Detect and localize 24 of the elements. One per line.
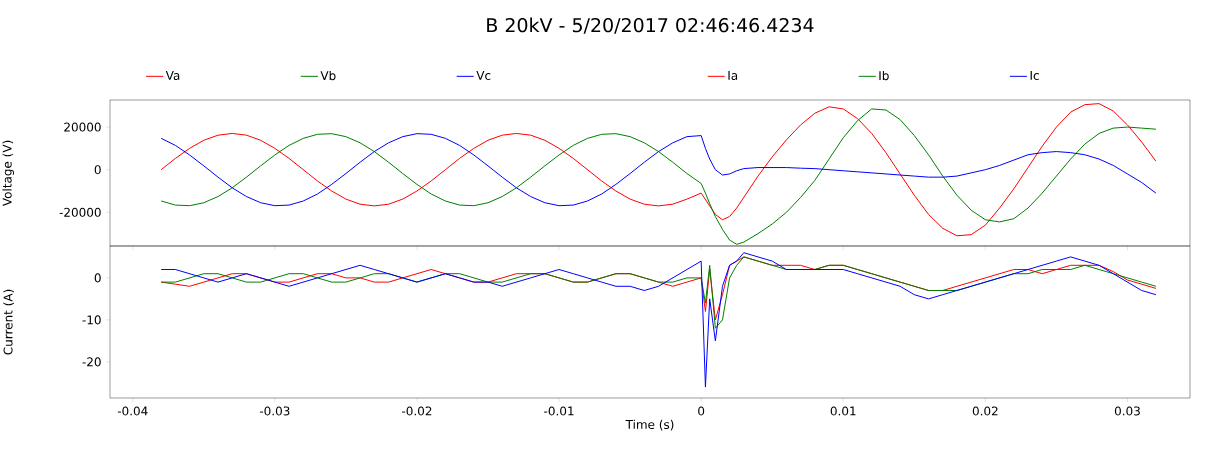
legend-label: Va xyxy=(165,71,180,80)
legend-label: Ia xyxy=(728,71,738,80)
y-tick-label: 0 xyxy=(94,165,101,175)
x-tick-label: 0.01 xyxy=(830,406,856,416)
legend-label: Ic xyxy=(1030,71,1039,80)
y-tick-label: 0 xyxy=(94,273,101,283)
x-tick-label: -0.04 xyxy=(117,406,148,416)
y-tick-label: -20 xyxy=(82,357,101,367)
legend-label: Ib xyxy=(879,70,889,81)
y-axis-title: Voltage (V) xyxy=(2,140,15,207)
y-tick-label: -10 xyxy=(82,315,101,325)
chart-title: B 20kV - 5/20/2017 02:46:46.4234 xyxy=(487,17,814,34)
x-tick-label: 0 xyxy=(698,406,705,416)
x-tick-label: -0.03 xyxy=(259,406,290,416)
y-tick-label: -20000 xyxy=(59,207,101,217)
x-tick-label: 0.03 xyxy=(1114,406,1140,416)
x-tick-label: -0.01 xyxy=(544,406,574,416)
x-axis-title: Time (s) xyxy=(625,419,674,431)
legend-label: Vc xyxy=(476,71,491,80)
legend-label: Vb xyxy=(320,70,336,81)
y-tick-label: 20000 xyxy=(64,122,101,132)
x-tick-label: 0.02 xyxy=(972,406,998,416)
y-axis-title: Current (A) xyxy=(3,289,15,355)
x-tick-label: -0.02 xyxy=(402,406,432,416)
